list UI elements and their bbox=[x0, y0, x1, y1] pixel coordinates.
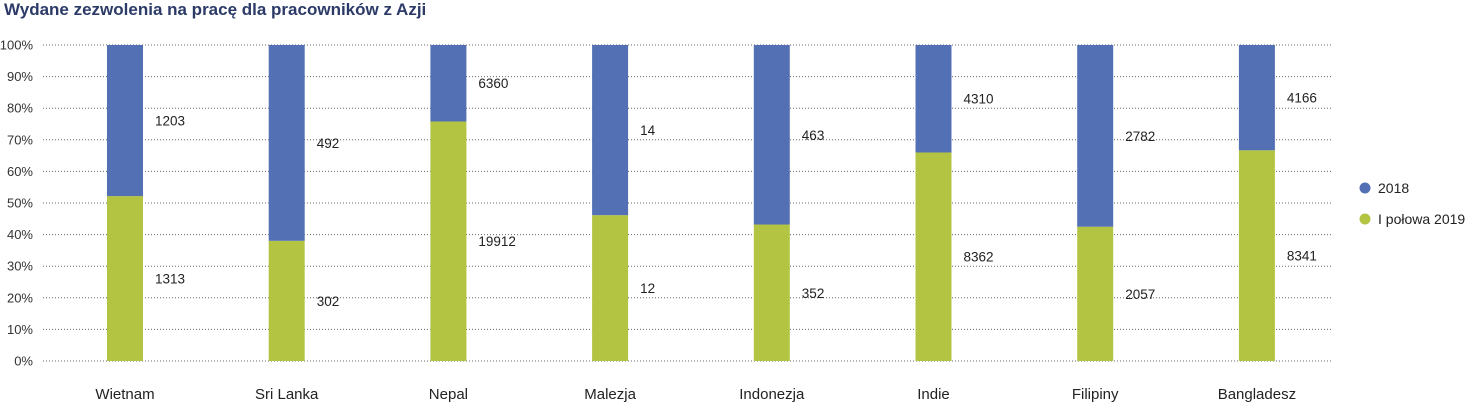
y-tick-label: 40% bbox=[7, 227, 33, 242]
bar-segment-2019-h1 bbox=[107, 196, 143, 361]
category-label: Malezja bbox=[584, 386, 636, 403]
x-axis-categories: Wietnam Sri Lanka Nepal Malezja Indonezja Ind… bbox=[95, 386, 1296, 403]
y-tick-label: 100% bbox=[0, 38, 33, 53]
data-label-2019-h1: 12 bbox=[640, 281, 655, 296]
category-label: Wietnam bbox=[95, 386, 154, 403]
bar-segment-2018 bbox=[915, 45, 952, 153]
y-tick-label: 80% bbox=[7, 101, 33, 116]
chart-title: Wydane zezwolenia na pracę dla pracownik… bbox=[4, 0, 427, 19]
data-label-2019-h1: 352 bbox=[802, 286, 825, 301]
y-axis-ticks: 0% 10% 20% 30% 40% 50% 60% 70% 80% 90% 100% bbox=[0, 38, 33, 369]
data-label-2019-h1: 2057 bbox=[1125, 287, 1155, 302]
bar-segment-2018 bbox=[592, 45, 629, 216]
y-tick-label: 10% bbox=[7, 322, 33, 337]
category-label: Filipiny bbox=[1072, 386, 1119, 403]
data-label-2019-h1: 8341 bbox=[1287, 249, 1317, 264]
bar-segment-2019-h1 bbox=[430, 121, 467, 362]
category-label: Bangladesz bbox=[1218, 386, 1296, 403]
gridlines bbox=[43, 44, 1333, 362]
bar-segment-2018 bbox=[430, 45, 467, 122]
y-tick-label: 0% bbox=[14, 354, 33, 369]
y-tick-label: 50% bbox=[7, 196, 33, 211]
y-tick-label: 90% bbox=[7, 69, 33, 84]
category-label: Nepal bbox=[429, 386, 468, 403]
bar-segment-2019-h1 bbox=[753, 224, 790, 361]
data-labels: 1203 1313 492 302 6360 19912 14 12 463 352 4310 836… bbox=[155, 76, 1317, 309]
data-label-2018: 4310 bbox=[964, 92, 994, 107]
bar-segment-2019-h1 bbox=[915, 152, 952, 361]
bars bbox=[107, 45, 1275, 362]
data-label-2018: 14 bbox=[640, 123, 656, 138]
legend-label: 2018 bbox=[1378, 180, 1409, 196]
data-label-2018: 1203 bbox=[155, 114, 185, 129]
y-tick-label: 30% bbox=[7, 259, 33, 274]
bar-segment-2019-h1 bbox=[1238, 150, 1275, 361]
legend: 2018 I połowa 2019 bbox=[1359, 180, 1465, 227]
legend-label: I połowa 2019 bbox=[1378, 211, 1465, 227]
data-label-2018: 492 bbox=[317, 136, 340, 151]
bar-segment-2019-h1 bbox=[592, 215, 629, 361]
data-label-2018: 6360 bbox=[478, 76, 508, 91]
bar-segment-2018 bbox=[1077, 45, 1114, 227]
bar-segment-2018 bbox=[268, 45, 305, 241]
y-tick-label: 60% bbox=[7, 164, 33, 179]
legend-swatch bbox=[1359, 182, 1371, 194]
category-label: Sri Lanka bbox=[255, 386, 319, 403]
data-label-2018: 2782 bbox=[1125, 129, 1155, 144]
y-tick-label: 70% bbox=[7, 132, 33, 147]
bar-segment-2018 bbox=[753, 45, 790, 225]
bar-segment-2018 bbox=[1238, 45, 1275, 151]
bar-segment-2019-h1 bbox=[1077, 226, 1114, 361]
data-label-2018: 4166 bbox=[1287, 91, 1317, 106]
data-label-2019-h1: 8362 bbox=[964, 250, 994, 265]
data-label-2019-h1: 1313 bbox=[155, 272, 185, 287]
category-label: Indonezja bbox=[739, 386, 805, 403]
legend-swatch bbox=[1359, 213, 1371, 225]
bar-segment-2019-h1 bbox=[268, 240, 305, 361]
data-label-2019-h1: 302 bbox=[317, 294, 340, 309]
bar-segment-2018 bbox=[107, 45, 143, 197]
y-tick-label: 20% bbox=[7, 290, 33, 305]
data-label-2019-h1: 19912 bbox=[478, 234, 516, 249]
data-label-2018: 463 bbox=[802, 128, 825, 143]
category-label: Indie bbox=[917, 386, 950, 403]
